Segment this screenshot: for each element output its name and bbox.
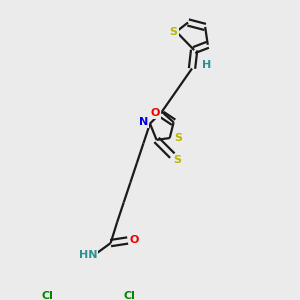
Text: S: S bbox=[169, 27, 178, 37]
Text: S: S bbox=[174, 133, 182, 143]
Text: HN: HN bbox=[79, 250, 98, 260]
Text: Cl: Cl bbox=[41, 291, 53, 300]
Text: S: S bbox=[173, 155, 181, 165]
Text: N: N bbox=[139, 117, 148, 127]
Text: O: O bbox=[130, 236, 139, 245]
Text: O: O bbox=[151, 108, 160, 118]
Text: Cl: Cl bbox=[124, 291, 136, 300]
Text: H: H bbox=[202, 59, 211, 70]
